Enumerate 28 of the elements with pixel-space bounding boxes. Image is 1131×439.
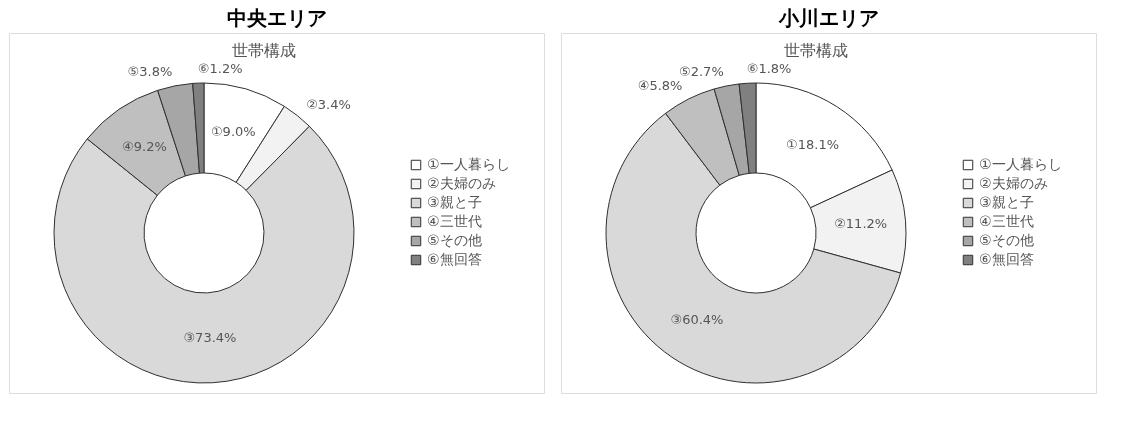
data-label: ④5.8% — [637, 78, 683, 94]
data-label: ④9.2% — [122, 138, 167, 154]
chart-title: 中央エリア — [226, 6, 327, 30]
data-label: ②3.4% — [306, 96, 351, 112]
legend-label: ③親と子 — [979, 194, 1034, 210]
data-label: ②11.2% — [834, 216, 888, 232]
legend-label: ⑥無回答 — [427, 251, 482, 267]
data-label: ⑤3.8% — [127, 64, 173, 80]
data-label: ⑥1.8% — [746, 61, 792, 77]
legend-label: ②夫婦のみ — [979, 175, 1048, 191]
data-label: ③73.4% — [183, 329, 237, 345]
chart-title: 小川エリア — [777, 6, 879, 30]
chart-subtitle: 世帯構成 — [232, 41, 296, 60]
data-label: ③60.4% — [670, 311, 724, 327]
legend-label: ④三世代 — [427, 213, 482, 229]
data-label: ⑤2.7% — [679, 64, 724, 80]
legend-label: ⑤その他 — [427, 232, 482, 248]
data-label: ①18.1% — [786, 136, 840, 152]
chart-subtitle: 世帯構成 — [784, 41, 848, 60]
data-label: ⑥1.2% — [197, 61, 243, 77]
legend-label: ①一人暮らし — [427, 156, 510, 172]
legend-label: ①一人暮らし — [979, 156, 1062, 172]
legend-label: ③親と子 — [427, 194, 482, 210]
legend-label: ④三世代 — [979, 213, 1034, 229]
legend-label: ⑤その他 — [979, 232, 1034, 248]
data-label: ①9.0% — [210, 124, 256, 140]
legend-label: ②夫婦のみ — [427, 175, 496, 191]
legend-label: ⑥無回答 — [979, 251, 1034, 267]
